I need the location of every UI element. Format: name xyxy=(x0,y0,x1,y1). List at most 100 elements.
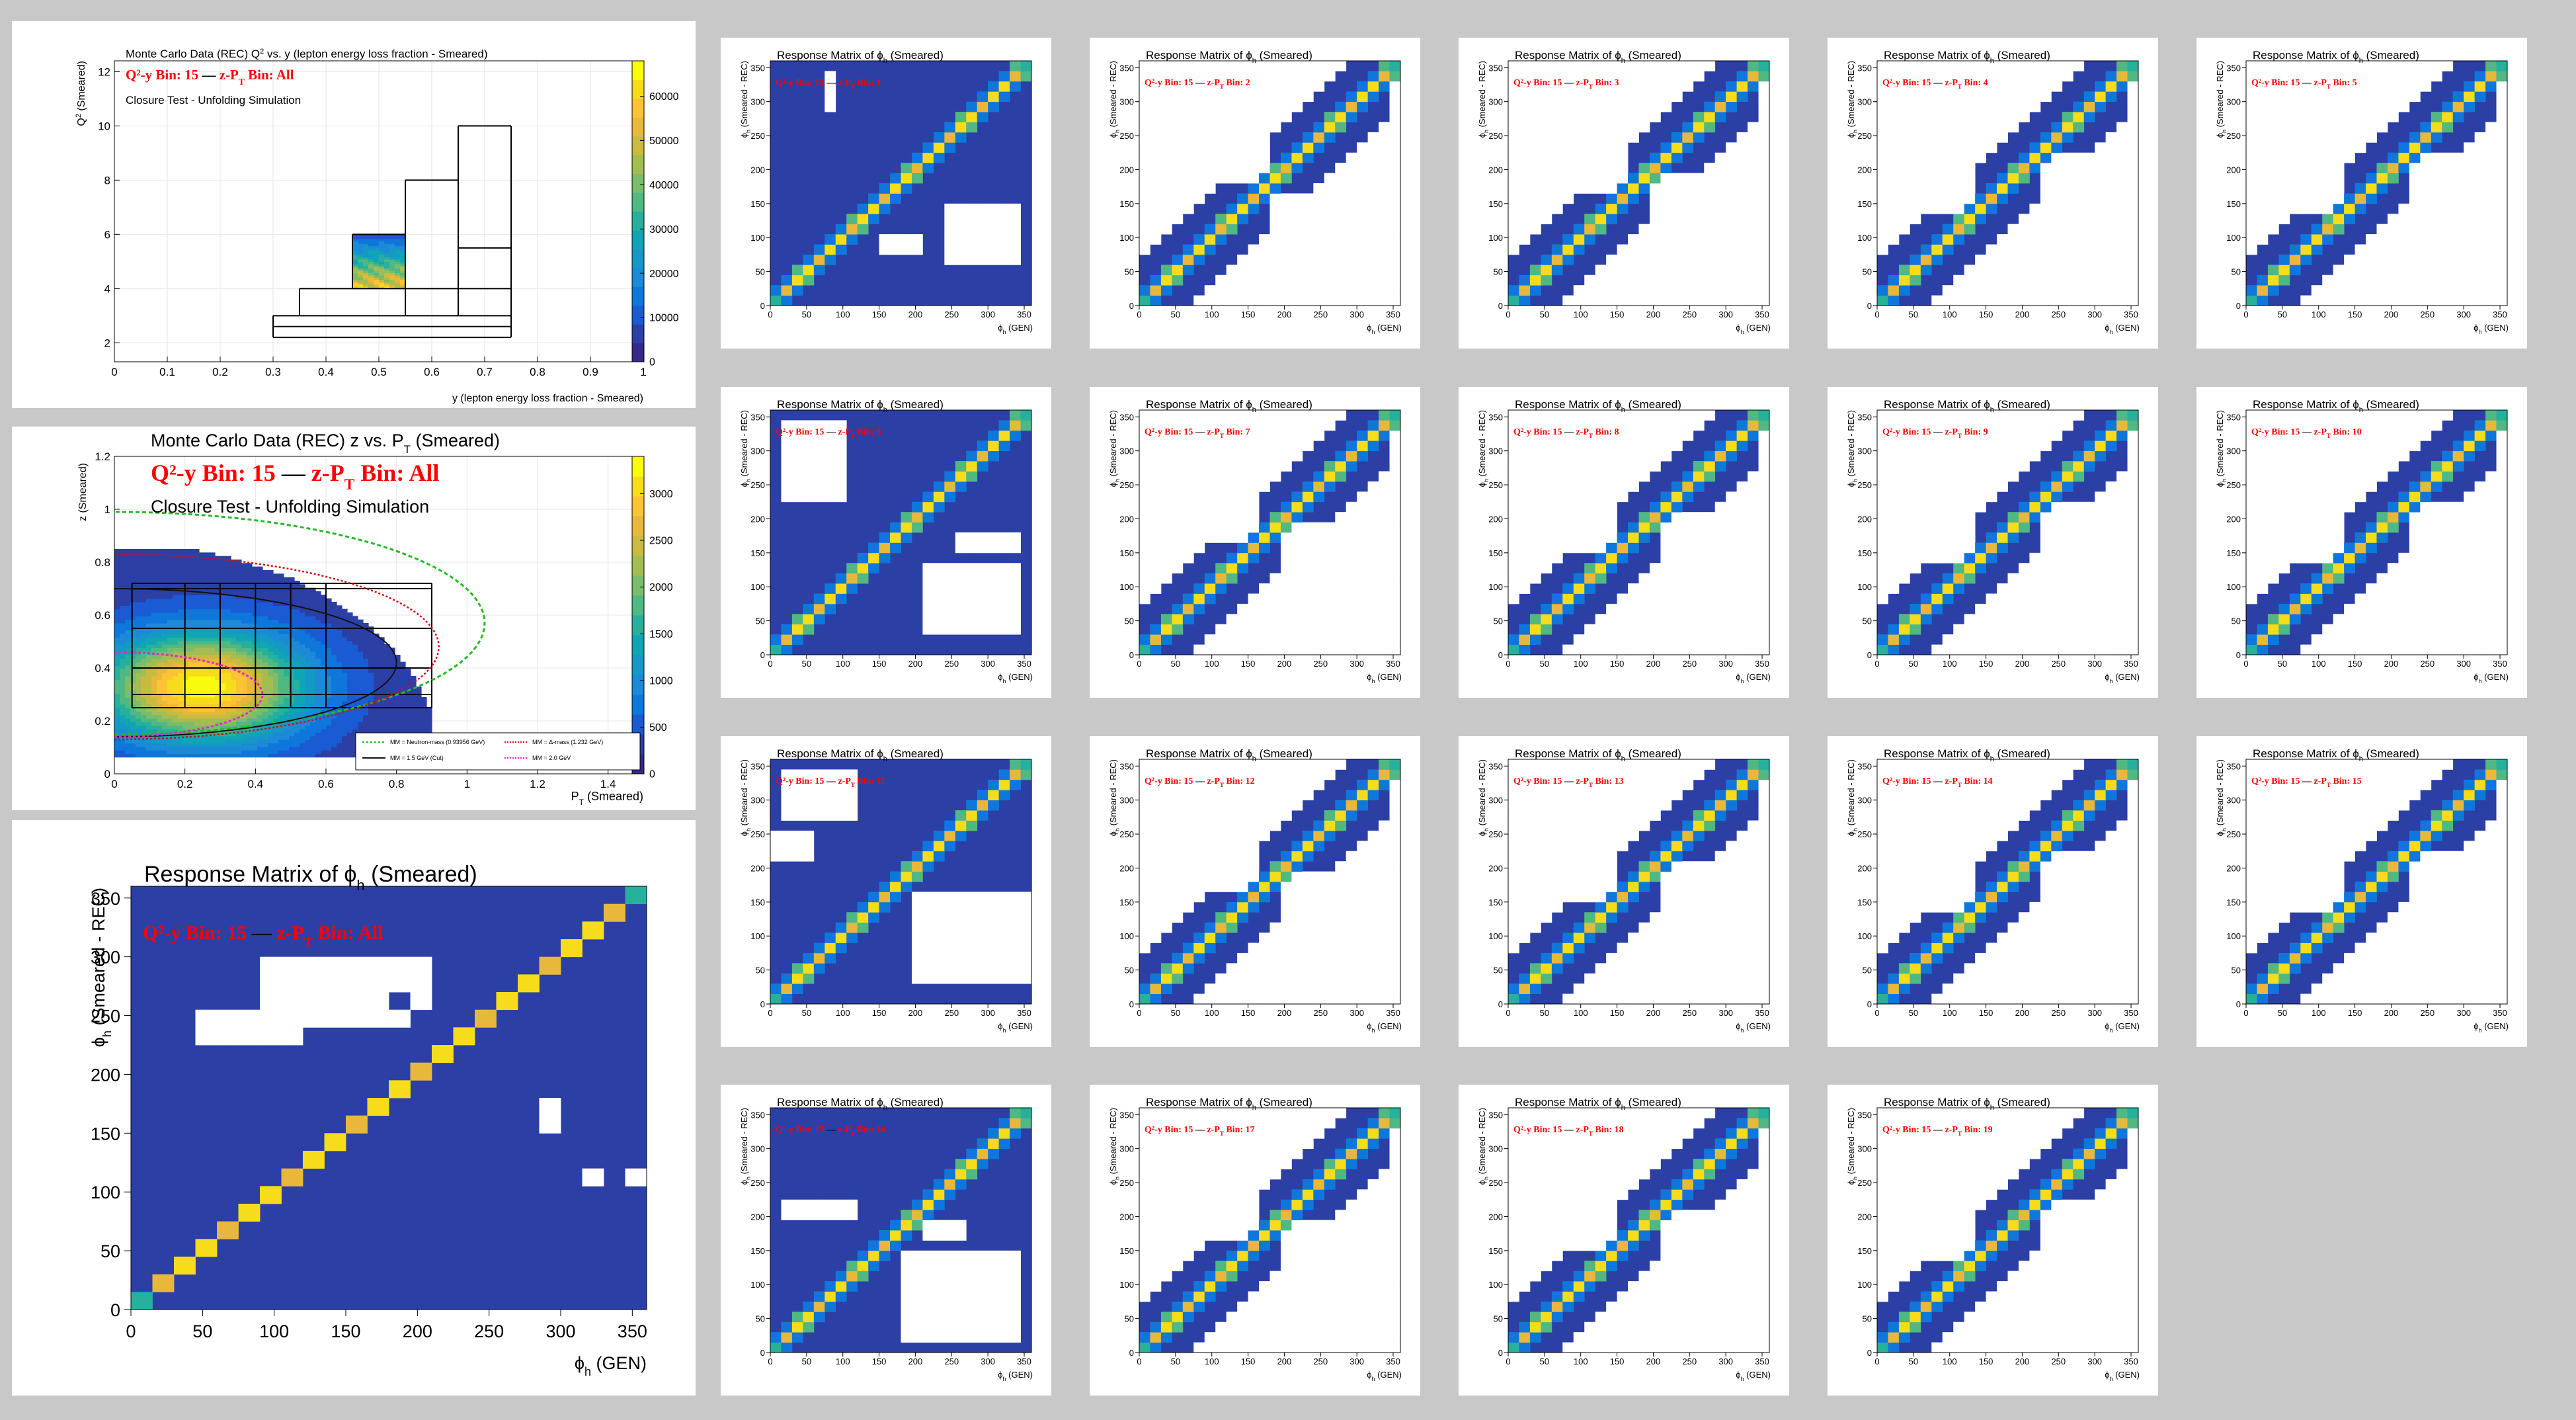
heatmap-cell xyxy=(210,570,216,574)
heatmap-cell xyxy=(315,672,321,677)
matrix-cell xyxy=(1704,234,1716,245)
heatmap-cell xyxy=(347,644,353,648)
heatmap-cell xyxy=(289,651,295,655)
matrix-cell xyxy=(1519,152,1531,163)
heatmap-cell xyxy=(337,644,342,648)
heatmap-cell xyxy=(136,690,141,694)
heatmap-cell xyxy=(210,669,216,673)
matrix-cell xyxy=(803,274,815,286)
matrix-cell xyxy=(1367,295,1379,306)
heatmap-cell xyxy=(125,608,131,613)
x-tick-label: 350 xyxy=(618,1321,647,1341)
heatmap-cell xyxy=(331,630,337,634)
heatmap-cell xyxy=(358,252,364,255)
matrix-cell xyxy=(1367,214,1379,225)
matrix-cell xyxy=(977,101,988,112)
heatmap-cell xyxy=(167,722,173,726)
heatmap-cell xyxy=(231,739,237,743)
matrix-cell xyxy=(1269,274,1281,286)
heatmap-cell xyxy=(310,725,316,730)
heatmap-cell xyxy=(194,722,200,726)
heatmap-cell xyxy=(220,683,226,687)
heatmap-cell xyxy=(188,750,194,754)
matrix-cell xyxy=(1324,173,1336,184)
heatmap-cell xyxy=(167,602,173,606)
heatmap-cell xyxy=(183,637,189,642)
heatmap-cell xyxy=(220,591,226,595)
heatmap-cell xyxy=(125,735,131,740)
matrix-cell xyxy=(2029,265,2041,276)
matrix-cell xyxy=(2073,244,2085,255)
x-tick-label: 150 xyxy=(872,310,887,319)
heatmap-cell xyxy=(167,711,173,716)
heatmap-cell xyxy=(374,679,380,684)
matrix-cell xyxy=(1541,81,1552,92)
heatmap-cell xyxy=(262,577,268,581)
heatmap-cell xyxy=(326,616,332,620)
heatmap-cell xyxy=(389,697,395,701)
heatmap-cell xyxy=(114,693,120,698)
heatmap-cell xyxy=(374,640,380,645)
heatmap-cell xyxy=(183,683,189,687)
heatmap-cell xyxy=(241,584,247,589)
heatmap-cell xyxy=(210,676,216,680)
matrix-cell xyxy=(1595,224,1607,235)
heatmap-cell xyxy=(157,595,163,599)
heatmap-cell xyxy=(294,647,300,652)
heatmap-cell xyxy=(194,714,200,719)
heatmap-cell xyxy=(321,714,327,719)
heatmap-cell xyxy=(368,651,374,655)
matrix-cell xyxy=(1953,81,1965,92)
heatmap-cell xyxy=(326,661,332,666)
heatmap-cell xyxy=(273,661,279,666)
heatmap-cell xyxy=(342,714,348,719)
heatmap-cell xyxy=(294,640,300,645)
heatmap-cell xyxy=(257,587,263,592)
matrix-cell xyxy=(1931,132,1943,143)
colorbar-segment xyxy=(632,595,644,616)
heatmap-cell xyxy=(384,234,390,237)
matrix-cell xyxy=(1964,274,1976,286)
heatmap-cell xyxy=(146,714,152,719)
heatmap-cell xyxy=(146,584,152,589)
matrix-cell xyxy=(1562,163,1574,173)
heatmap-cell xyxy=(210,552,216,557)
matrix-cell xyxy=(1280,214,1292,225)
heatmap-cell xyxy=(125,669,131,673)
matrix-cell xyxy=(1313,183,1325,194)
heatmap-cell xyxy=(294,704,300,708)
heatmap-cell xyxy=(294,637,300,642)
heatmap-cell xyxy=(384,690,390,694)
matrix-cell xyxy=(1748,203,1759,214)
heatmap-cell xyxy=(199,587,205,592)
heatmap-cell xyxy=(130,573,136,578)
heatmap-cell xyxy=(389,683,395,687)
matrix-cell xyxy=(1573,244,1585,255)
heatmap-cell xyxy=(358,284,364,287)
heatmap-cell xyxy=(273,612,279,616)
heatmap-cell xyxy=(342,676,348,680)
heatmap-cell xyxy=(125,566,131,571)
heatmap-cell xyxy=(368,683,374,687)
matrix-cell xyxy=(1204,81,1216,92)
matrix-cell xyxy=(1682,214,1694,225)
heatmap-cell xyxy=(426,708,432,712)
heatmap-cell xyxy=(231,591,237,595)
q2-vs-y-panel: 0 0.1 0.2 0.3 0.4 0.5 0.6 0.7 0.8 0.9 1 2 4 6 8 10 12 0 10… xyxy=(12,21,696,408)
heatmap-cell xyxy=(173,669,179,673)
heatmap-cell xyxy=(125,676,131,680)
heatmap-cell xyxy=(358,259,364,262)
heatmap-cell xyxy=(326,729,332,733)
matrix-cell xyxy=(1693,285,1705,296)
heatmap-cell xyxy=(236,732,242,737)
heatmap-cell xyxy=(199,605,205,610)
matrix-cell xyxy=(1628,274,1639,286)
heatmap-cell xyxy=(379,725,385,730)
missing-mass-curve xyxy=(114,553,440,741)
matrix-cell xyxy=(346,956,368,975)
matrix-cell xyxy=(1758,152,1770,163)
heatmap-cell xyxy=(257,591,263,595)
matrix-cell xyxy=(1758,244,1770,255)
colorbar-tick-label: 40000 xyxy=(649,180,679,191)
matrix-cell xyxy=(1357,142,1369,153)
